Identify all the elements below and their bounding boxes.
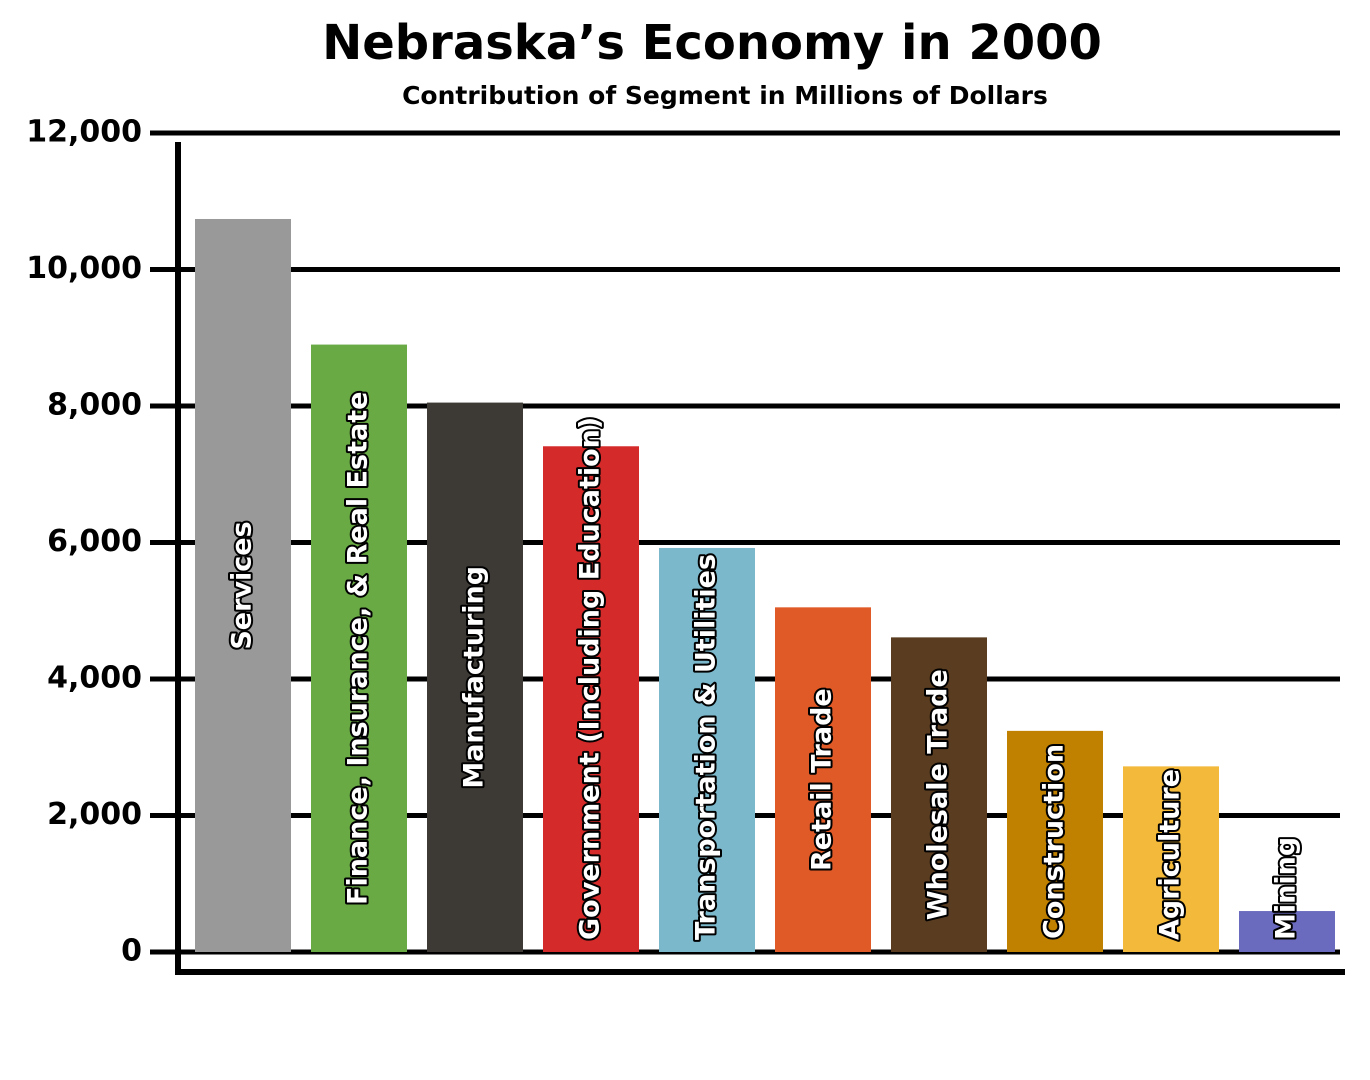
bar-label: Transportation & Utilities — [691, 554, 722, 940]
y-tick-label: 2,000 — [47, 797, 142, 832]
bar — [775, 607, 871, 952]
bar-label: Government (Including Education) — [575, 417, 606, 940]
y-tick-label: 10,000 — [26, 251, 142, 286]
y-tick-label: 0 — [121, 934, 142, 969]
bar — [311, 344, 407, 952]
chart-subtitle: Contribution of Segment in Millions of D… — [402, 81, 1048, 110]
bar — [543, 446, 639, 952]
bar — [891, 637, 987, 952]
bar-label: Manufacturing — [459, 566, 490, 789]
bar-label: Agriculture — [1155, 769, 1186, 940]
chart-title: Nebraska’s Economy in 2000 — [322, 15, 1102, 71]
bar — [1007, 730, 1103, 952]
bar-label: Finance, Insurance, & Real Estate — [343, 392, 374, 905]
bars: Services Finance, Insurance, & Real Estat… — [195, 218, 1335, 952]
y-tick-label: 4,000 — [47, 661, 142, 696]
bar — [427, 402, 523, 952]
bar — [1239, 911, 1335, 952]
bar-label: Construction — [1039, 744, 1070, 939]
bar — [195, 218, 291, 952]
bar-label: Retail Trade — [807, 688, 838, 871]
bar-label: Wholesale Trade — [923, 669, 954, 920]
bar — [659, 547, 755, 952]
y-tick-label: 12,000 — [26, 115, 142, 150]
bar — [1123, 766, 1219, 952]
bar-label: Services — [227, 521, 258, 649]
y-tick-label: 8,000 — [47, 388, 142, 423]
bar-label: Mining — [1271, 837, 1302, 940]
y-tick-label: 6,000 — [47, 524, 142, 559]
